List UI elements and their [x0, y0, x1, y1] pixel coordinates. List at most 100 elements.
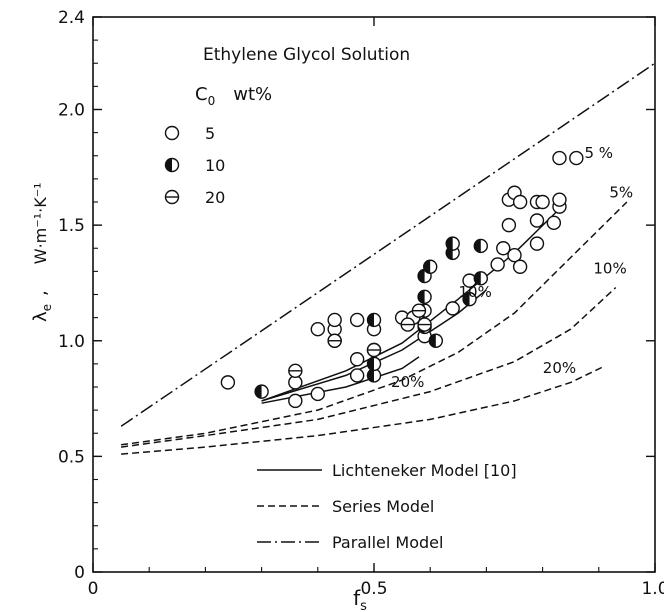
marker-outline	[507, 247, 522, 263]
y-tick-label: 0	[74, 563, 85, 583]
marker-fill	[418, 290, 425, 304]
legend-line-label: Series Model	[332, 497, 434, 516]
marker-outline	[445, 301, 460, 316]
marker-fill	[446, 237, 453, 251]
curve-label: 5 %	[585, 144, 614, 162]
chart-title: Ethylene Glycol Solution	[203, 45, 410, 65]
marker-outline	[349, 312, 365, 328]
dashed-curve	[120, 287, 617, 448]
data-point-open	[327, 312, 342, 328]
legend-marker-bar	[164, 189, 180, 205]
data-point-open	[512, 259, 528, 274]
data-point-half	[366, 356, 382, 372]
marker-outline	[552, 150, 567, 166]
marker-fill	[367, 357, 374, 371]
data-point-half	[423, 259, 438, 274]
data-point-open	[529, 213, 545, 228]
data-point-bar	[366, 342, 382, 358]
marker-fill	[474, 271, 481, 285]
plot-border	[92, 16, 656, 573]
marker-outline	[327, 312, 342, 328]
marker-fill	[418, 269, 425, 283]
marker-outline	[546, 215, 562, 231]
data-point-half	[445, 236, 460, 251]
axis-ticks: 0 0.5 1.0 0 0.5 1.0 1.5 2.0 2.4	[58, 8, 664, 599]
marker-outline	[552, 192, 567, 207]
curve-label: 5%	[609, 183, 633, 201]
x-tick-label: 0.5	[360, 579, 387, 599]
marker-fill	[463, 292, 470, 306]
x-tick-label: 0	[88, 579, 99, 599]
data-point-open	[349, 368, 365, 383]
marker-outline	[529, 213, 545, 228]
data-point-open	[496, 241, 511, 256]
marker-fill	[367, 368, 374, 382]
data-point-open	[220, 375, 236, 390]
legend-marker-label: 10	[205, 156, 225, 175]
curve-label: 10%	[593, 260, 626, 278]
data-point-open	[349, 312, 365, 328]
legend-line-label: Parallel Model	[332, 533, 443, 552]
curve-label: 20%	[543, 359, 576, 377]
marker-outline	[535, 194, 550, 210]
x-tick-label: 1.0	[641, 579, 664, 599]
dashed-curve	[120, 201, 628, 446]
data-point-open	[490, 257, 505, 272]
marker-outline	[310, 386, 325, 402]
data-point-open	[546, 215, 562, 231]
data-point-open	[310, 321, 325, 337]
marker-fill	[429, 334, 436, 348]
legend-marker-half	[164, 157, 180, 173]
marker-fill	[474, 239, 481, 253]
data-point-open	[552, 192, 567, 207]
marker-legend: 5 10 20	[164, 124, 225, 207]
marker-fill	[255, 385, 262, 399]
data-points	[220, 150, 584, 409]
y-tick-label: 1.5	[58, 216, 85, 236]
legend-line-label: Lichteneker Model [10]	[332, 461, 517, 480]
data-point-half	[462, 291, 477, 307]
y-tick-label: 2.4	[58, 8, 85, 28]
marker-outline	[529, 236, 545, 251]
dashdot-curve	[120, 62, 656, 427]
data-point-bar	[411, 303, 427, 318]
plot-frame	[92, 16, 656, 573]
y-axis-label: λe,W·m⁻¹·K⁻¹	[30, 182, 54, 322]
data-point-open	[310, 386, 325, 402]
data-point-open	[569, 150, 584, 166]
data-point-open	[349, 352, 365, 367]
data-point-half	[366, 312, 382, 328]
x-axis-label: fs	[353, 586, 367, 612]
legend-marker-label: 20	[205, 188, 225, 207]
marker-outline	[349, 368, 365, 383]
y-tick-label: 0.5	[58, 447, 85, 467]
data-point-open	[501, 217, 517, 233]
data-point-open	[288, 393, 303, 409]
data-point-half	[254, 384, 269, 399]
data-point-half	[417, 289, 432, 305]
marker-outline	[490, 257, 505, 272]
y-tick-label: 1.0	[58, 332, 85, 352]
legend-marker-open	[164, 125, 180, 141]
dashed-curve	[121, 365, 605, 455]
data-point-half	[428, 333, 444, 348]
data-point-bar	[400, 317, 415, 332]
data-point-open	[512, 194, 528, 210]
curve-label: 20%	[391, 373, 424, 391]
model-curves	[120, 62, 656, 455]
data-point-half	[473, 271, 488, 286]
data-point-bar	[327, 333, 342, 348]
data-point-open	[507, 247, 522, 263]
curve-label: 10%	[458, 283, 491, 301]
marker-outline	[501, 217, 517, 233]
data-point-bar	[417, 317, 432, 332]
marker-outline	[310, 321, 325, 337]
marker-outline	[164, 125, 180, 141]
marker-outline	[512, 259, 528, 274]
data-point-open	[535, 194, 550, 210]
data-point-open	[529, 236, 545, 251]
marker-outline	[569, 150, 584, 166]
data-point-half	[473, 238, 488, 254]
marker-outline	[288, 393, 303, 409]
